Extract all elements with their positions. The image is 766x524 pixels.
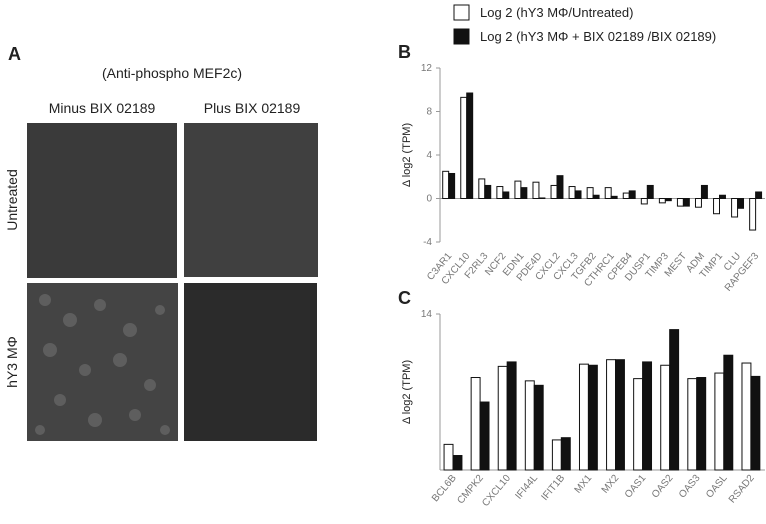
bar bbox=[496, 186, 504, 200]
bar bbox=[755, 191, 763, 200]
bar bbox=[497, 365, 508, 471]
y-tick-label: 0 bbox=[426, 194, 432, 205]
bar bbox=[696, 377, 707, 471]
bar bbox=[560, 437, 571, 471]
bar bbox=[687, 378, 698, 471]
bar bbox=[514, 180, 522, 200]
bar bbox=[694, 198, 702, 208]
bar bbox=[568, 186, 576, 200]
micrograph bbox=[184, 283, 317, 441]
bar bbox=[466, 92, 474, 199]
column-label: Plus BIX 02189 bbox=[204, 100, 301, 116]
bar bbox=[737, 198, 745, 209]
bar bbox=[442, 170, 450, 199]
panel-label: C bbox=[398, 288, 411, 308]
bar bbox=[628, 190, 636, 199]
bar bbox=[749, 198, 757, 231]
bar bbox=[713, 198, 721, 215]
y-tick-label: -4 bbox=[423, 237, 432, 248]
x-tick-label: OASL bbox=[704, 473, 730, 501]
row-label: hY3 MΦ bbox=[4, 336, 20, 388]
bar bbox=[658, 198, 666, 204]
y-axis-label: Δ log2 (TPM) bbox=[401, 360, 413, 424]
bar bbox=[443, 443, 454, 471]
bar bbox=[532, 181, 540, 199]
bar bbox=[669, 329, 680, 471]
bar bbox=[452, 455, 463, 471]
y-tick-label: 12 bbox=[421, 63, 433, 74]
bar bbox=[484, 184, 492, 199]
bar bbox=[646, 184, 654, 199]
bar bbox=[622, 192, 630, 199]
x-tick-label: MX1 bbox=[573, 473, 595, 496]
bar bbox=[640, 198, 648, 205]
bar bbox=[587, 364, 598, 471]
column-label: Minus BIX 02189 bbox=[49, 100, 156, 116]
bar bbox=[533, 384, 544, 471]
bar bbox=[682, 198, 690, 207]
bar bbox=[524, 380, 535, 471]
bar bbox=[551, 439, 562, 471]
x-tick-label: IFI44L bbox=[513, 473, 540, 502]
bar bbox=[741, 362, 752, 471]
x-tick-label: RSAD2 bbox=[727, 473, 757, 506]
bar bbox=[502, 191, 510, 200]
x-tick-label: CXCL10 bbox=[480, 473, 513, 509]
bar bbox=[592, 194, 600, 200]
bar bbox=[664, 198, 672, 202]
x-tick-label: MX2 bbox=[600, 473, 622, 496]
bar bbox=[700, 184, 708, 199]
bar bbox=[479, 401, 490, 471]
x-tick-label: IFIT1B bbox=[539, 473, 567, 503]
legend-swatch bbox=[453, 28, 470, 45]
x-tick-label: OAS2 bbox=[650, 473, 676, 501]
panel-label: A bbox=[8, 44, 21, 64]
bar bbox=[676, 198, 684, 207]
y-tick-label: 14 bbox=[421, 309, 433, 320]
cell-texture bbox=[35, 294, 170, 435]
bar bbox=[520, 187, 528, 199]
bar bbox=[610, 195, 618, 199]
panel-subtitle: (Anti-phospho MEF2c) bbox=[102, 65, 242, 81]
bar bbox=[719, 194, 726, 200]
bar bbox=[550, 184, 558, 199]
bar bbox=[633, 378, 644, 471]
bar bbox=[556, 175, 564, 200]
legend-swatch bbox=[453, 4, 470, 21]
bar bbox=[478, 178, 486, 200]
bar bbox=[750, 375, 761, 471]
bar bbox=[642, 361, 653, 471]
bar bbox=[604, 187, 612, 199]
bar bbox=[538, 197, 546, 200]
y-tick-label: 4 bbox=[426, 150, 432, 161]
bar bbox=[731, 198, 739, 218]
bar bbox=[506, 361, 517, 471]
bar bbox=[578, 363, 589, 471]
legend-label: Log 2 (hY3 MΦ + BIX 02189 /BIX 02189) bbox=[480, 29, 716, 44]
bar bbox=[460, 96, 468, 199]
bar bbox=[615, 359, 625, 471]
bar bbox=[470, 377, 481, 471]
bar bbox=[723, 354, 734, 471]
row-label: Untreated bbox=[4, 169, 20, 230]
bar bbox=[574, 190, 582, 199]
bar bbox=[606, 359, 616, 471]
bar bbox=[714, 372, 725, 471]
bar bbox=[448, 172, 456, 200]
x-tick-label: OAS1 bbox=[623, 473, 649, 501]
legend-label: Log 2 (hY3 MΦ/Untreated) bbox=[480, 5, 633, 20]
micrograph bbox=[27, 123, 177, 278]
micrograph bbox=[184, 123, 318, 277]
panel-label: B bbox=[398, 42, 411, 62]
y-tick-label: 8 bbox=[426, 107, 432, 118]
x-tick-label: OAS3 bbox=[677, 473, 703, 501]
y-axis-label: Δ log2 (TPM) bbox=[401, 123, 413, 187]
bar bbox=[586, 187, 594, 199]
bar bbox=[660, 364, 671, 471]
